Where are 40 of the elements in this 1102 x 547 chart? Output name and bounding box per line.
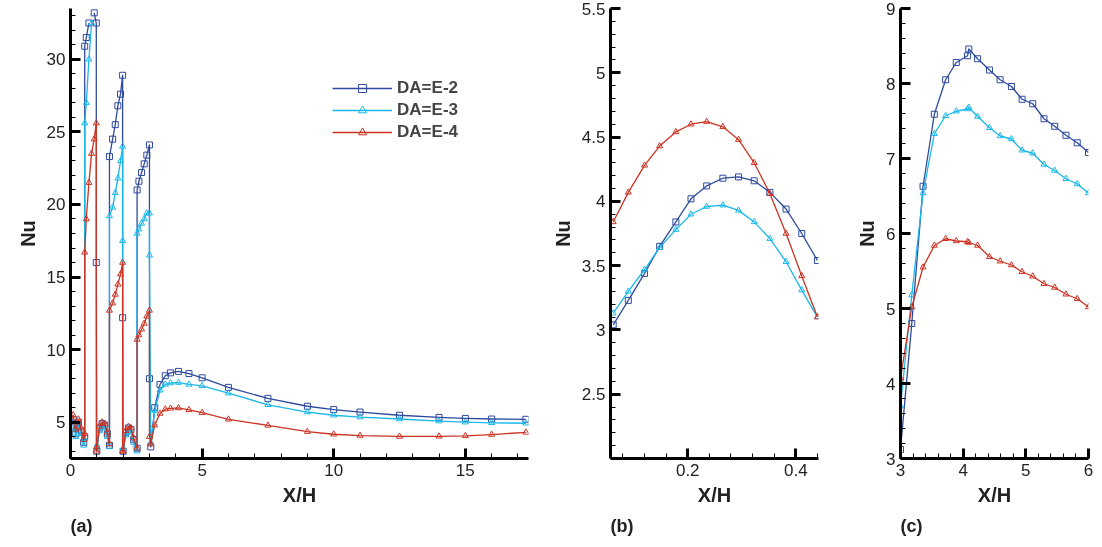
x-axis-title: X/H xyxy=(697,483,732,506)
y-tick-label: 30 xyxy=(46,50,66,70)
y-axis-title: Nu xyxy=(16,220,39,247)
y-tick-label: 8 xyxy=(886,74,896,94)
text: (b) xyxy=(610,515,634,536)
y-tick-label: 4.5 xyxy=(581,128,606,148)
legend-label: DA=E-2 xyxy=(397,78,458,98)
x-tick-label: 0 xyxy=(65,460,76,480)
x-axis-title: X/H xyxy=(977,483,1012,506)
y-tick-label: 3.5 xyxy=(581,256,606,276)
y-tick-label: 4 xyxy=(886,374,896,394)
y-tick-label: 5 xyxy=(56,413,66,433)
y-tick-label: 9 xyxy=(886,0,896,19)
text: (a) xyxy=(70,515,93,536)
y-tick-label: 15 xyxy=(46,268,66,288)
x-tick-label: 0.2 xyxy=(675,460,700,480)
y-tick-label: 6 xyxy=(886,224,896,244)
x-tick-label: 10 xyxy=(324,460,344,480)
y-tick-label: 25 xyxy=(46,122,66,142)
y-tick-label: 4 xyxy=(596,192,606,212)
y-tick-label: 10 xyxy=(46,340,66,360)
x-tick-label: 4 xyxy=(958,460,968,480)
x-tick-label: 0.4 xyxy=(783,460,808,480)
y-tick-label: 7 xyxy=(886,149,896,169)
y-tick-label: 5 xyxy=(886,299,896,319)
x-tick-label: 6 xyxy=(1083,460,1094,480)
x-tick-label: 15 xyxy=(455,460,475,480)
y-tick-label: 2.5 xyxy=(581,385,606,405)
x-tick-label: 5 xyxy=(197,460,207,480)
text: (c) xyxy=(900,515,923,536)
x-axis-title: X/H xyxy=(282,483,317,506)
y-tick-label: 5.5 xyxy=(581,0,606,19)
y-axis-title: Nu xyxy=(856,220,879,247)
y-tick-label: 20 xyxy=(46,195,66,215)
legend-label: DA=E-4 xyxy=(397,122,458,142)
legend-label: DA=E-3 xyxy=(397,100,458,120)
y-tick-label: 5 xyxy=(596,63,606,83)
y-tick-label: 3 xyxy=(596,320,606,340)
y-axis-title: Nu xyxy=(551,220,574,247)
x-tick-label: 5 xyxy=(1021,460,1031,480)
